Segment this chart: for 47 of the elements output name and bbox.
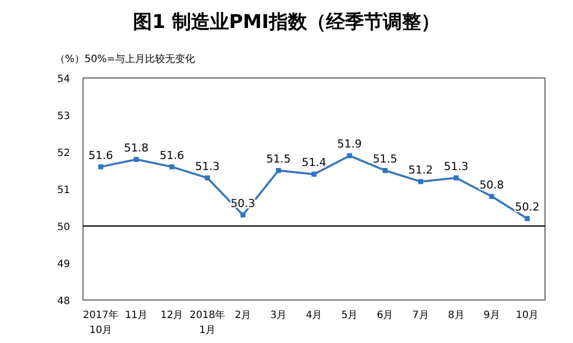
point — [134, 156, 139, 162]
point — [169, 164, 174, 170]
x-tick-label: 8月 — [448, 310, 464, 321]
x-tick-label: 6月 — [376, 310, 394, 321]
data-label: 51.5 — [266, 152, 291, 166]
x-tick-label: 4月 — [306, 310, 322, 321]
y-tick-label: 50 — [57, 222, 70, 233]
data-label: 50.8 — [479, 178, 504, 192]
x-tick-label: 2018年 1月 — [190, 309, 226, 336]
point — [240, 212, 246, 218]
y-tick-label: 52 — [57, 148, 70, 159]
x-tick-label: 2月 — [234, 310, 252, 321]
data-label: 51.3 — [444, 160, 468, 173]
x-tick-label: 12月 — [160, 310, 184, 321]
data-label: 51.9 — [337, 138, 362, 151]
point — [418, 179, 424, 184]
x-tick-label: 10月 — [516, 310, 539, 321]
data-label: 51.8 — [124, 141, 149, 154]
x-tick-label: 9月 — [484, 310, 500, 321]
y-tick-label: 48 — [57, 296, 70, 307]
x-tick-label: 3月 — [270, 310, 287, 321]
point — [312, 172, 316, 177]
point — [347, 153, 352, 158]
point — [454, 175, 459, 180]
x-tick-label: 5月 — [341, 310, 358, 321]
y-tick-label: 54 — [57, 74, 70, 85]
point — [489, 194, 494, 199]
x-tick-label: 2017年 10月 — [83, 309, 118, 336]
data-label: 51.6 — [88, 148, 114, 162]
data-label: 51.4 — [302, 156, 326, 170]
point — [98, 164, 104, 170]
chart-title: 图1 制造业PMI指数（经季节调整） — [133, 11, 440, 33]
chart-subtitle: （%）50%=与上月比较无变化 — [55, 53, 196, 65]
data-label: 50.2 — [514, 200, 540, 214]
x-tick-label: 7月 — [412, 310, 429, 321]
data-label: 51.3 — [195, 160, 220, 173]
point — [524, 216, 530, 222]
x-tick-label: 11月 — [124, 310, 148, 321]
data-label: 51.6 — [160, 148, 184, 162]
y-tick-label: 51 — [57, 185, 70, 196]
point — [204, 175, 210, 180]
y-tick-label: 49 — [57, 259, 70, 270]
point — [276, 168, 281, 173]
data-label: 51.5 — [372, 152, 398, 166]
point — [382, 168, 388, 173]
y-tick-label: 53 — [57, 111, 70, 122]
data-label: 51.2 — [408, 164, 433, 177]
